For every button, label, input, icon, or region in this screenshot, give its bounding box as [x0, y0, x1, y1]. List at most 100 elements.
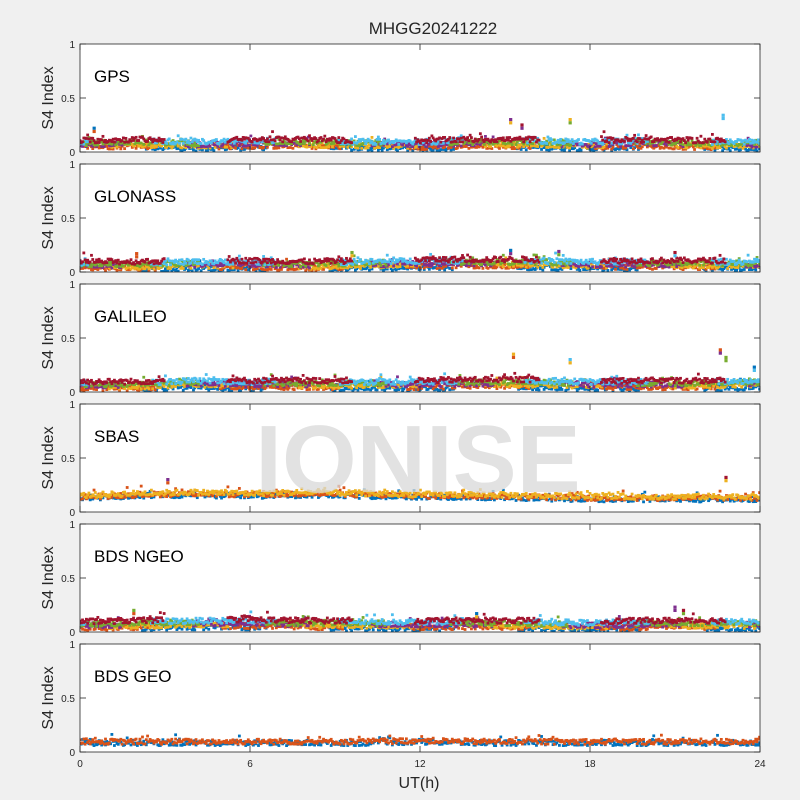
data-point [301, 144, 305, 148]
data-point [213, 268, 217, 272]
y-axis-label: S4 Index [40, 66, 57, 129]
data-point [176, 261, 180, 265]
data-point [695, 260, 699, 264]
data-point [452, 136, 455, 140]
data-point [665, 143, 668, 147]
data-point [392, 146, 396, 150]
data-point [341, 264, 345, 268]
data-point [371, 264, 375, 268]
data-point [329, 142, 333, 146]
data-point [461, 259, 464, 263]
data-point [601, 259, 605, 263]
data-point [388, 147, 392, 151]
data-point [162, 262, 166, 266]
data-point [127, 263, 130, 267]
data-point [146, 147, 149, 151]
data-point [175, 264, 179, 267]
data-point [290, 140, 294, 144]
data-point [314, 138, 318, 142]
data-point [92, 139, 96, 142]
data-point [648, 142, 652, 146]
data-point [419, 266, 422, 270]
data-point [331, 269, 334, 272]
data-point [676, 140, 680, 144]
data-point [420, 148, 424, 151]
data-point [357, 265, 361, 269]
data-point [231, 266, 235, 270]
data-point [327, 259, 331, 263]
data-point [199, 142, 203, 145]
data-point [560, 258, 564, 262]
spike-point [509, 118, 513, 122]
axes-background [80, 164, 760, 272]
data-point [605, 142, 608, 146]
data-point [564, 143, 568, 147]
data-point [623, 257, 626, 261]
data-point [485, 256, 489, 260]
data-point [141, 145, 144, 149]
data-point [86, 133, 90, 137]
data-point [394, 143, 398, 147]
data-point [287, 142, 291, 146]
data-point [739, 138, 742, 142]
data-point [435, 267, 439, 270]
data-point [605, 139, 608, 143]
data-point [156, 147, 160, 151]
data-point [742, 142, 746, 146]
data-point [300, 258, 304, 262]
data-point [116, 258, 120, 262]
data-point [365, 144, 369, 148]
data-point [268, 264, 272, 268]
data-point [322, 267, 325, 271]
data-point [593, 260, 597, 264]
data-point [545, 142, 549, 145]
data-point [603, 146, 607, 150]
data-point [170, 146, 174, 150]
spike-point [721, 113, 725, 117]
data-point [107, 260, 111, 264]
data-point [202, 257, 206, 261]
data-point [150, 146, 153, 150]
data-point [592, 140, 596, 144]
data-point [91, 144, 95, 148]
data-point [408, 139, 412, 143]
data-point [456, 259, 459, 263]
data-point [397, 145, 401, 149]
data-point [324, 146, 328, 149]
data-point [492, 141, 496, 145]
data-point [679, 142, 682, 145]
data-point [384, 263, 388, 267]
data-point [348, 257, 352, 261]
data-point [477, 266, 481, 270]
data-point [758, 141, 760, 145]
data-point [360, 146, 364, 150]
data-point [396, 262, 399, 266]
data-point [612, 256, 616, 260]
data-point [152, 267, 156, 271]
data-point [350, 148, 353, 152]
data-point [755, 149, 759, 152]
data-point [611, 259, 615, 263]
data-point [742, 268, 746, 271]
data-point [663, 137, 667, 141]
data-point [114, 259, 118, 263]
data-point [755, 140, 759, 144]
data-point [629, 267, 633, 271]
data-point [322, 146, 325, 150]
data-point [209, 269, 213, 272]
data-point [526, 144, 529, 147]
data-point [406, 146, 410, 150]
data-point [189, 266, 193, 270]
data-point [352, 254, 356, 258]
data-point [522, 145, 526, 149]
data-point [376, 135, 380, 139]
data-point [602, 258, 606, 262]
data-point [563, 262, 566, 265]
data-point [401, 265, 404, 269]
data-point [236, 146, 240, 149]
data-point [160, 138, 163, 141]
data-point [280, 268, 283, 271]
data-point [560, 268, 564, 271]
data-point [258, 258, 262, 262]
